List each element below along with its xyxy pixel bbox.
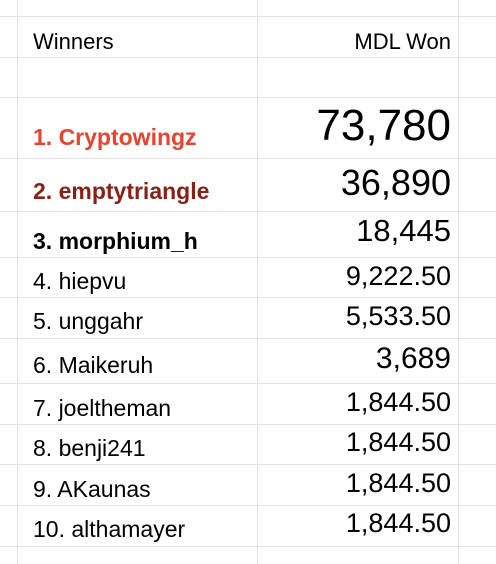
row-divider <box>0 424 496 425</box>
row-divider <box>0 546 496 547</box>
row-divider <box>0 97 496 98</box>
mdl-won-cell[interactable]: 1,844.50 <box>345 508 451 538</box>
mdl-won-cell[interactable]: 9,222.50 <box>345 261 451 291</box>
row-divider <box>0 257 496 258</box>
row-divider <box>0 297 496 298</box>
mdl-won-cell[interactable]: 36,890 <box>340 162 451 203</box>
header-winners-cell[interactable]: Winners <box>33 29 114 54</box>
row-divider <box>0 505 496 506</box>
winner-name-cell[interactable]: 5. unggahr <box>33 308 143 334</box>
row-divider <box>0 158 496 159</box>
mdl-won-cell[interactable]: 1,844.50 <box>345 427 451 457</box>
row-divider <box>0 383 496 384</box>
header-mdl-won-cell[interactable]: MDL Won <box>354 29 451 54</box>
winner-name-cell[interactable]: 9. AKaunas <box>33 476 151 502</box>
column-divider <box>17 0 18 564</box>
mdl-won-cell[interactable]: 5,533.50 <box>345 301 451 331</box>
winner-name-cell[interactable]: 1. Cryptowingz <box>33 124 197 150</box>
row-divider <box>0 211 496 212</box>
mdl-won-cell[interactable]: 73,780 <box>316 101 451 150</box>
winner-name-cell[interactable]: 2. emptytriangle <box>33 178 210 204</box>
column-divider <box>257 0 258 564</box>
winner-name-cell[interactable]: 3. morphium_h <box>33 228 198 254</box>
winner-name-cell[interactable]: 10. althamayer <box>33 516 186 542</box>
winner-name-cell[interactable]: 8. benji241 <box>33 435 146 461</box>
winner-name-cell[interactable]: 7. joeltheman <box>33 395 172 421</box>
row-divider <box>0 16 496 17</box>
row-divider <box>0 338 496 339</box>
winner-name-cell[interactable]: 4. hiepvu <box>33 268 127 294</box>
winner-name-cell[interactable]: 6. Maikeruh <box>33 352 154 378</box>
mdl-won-cell[interactable]: 18,445 <box>356 213 451 248</box>
mdl-won-cell[interactable]: 3,689 <box>375 342 451 375</box>
mdl-won-cell[interactable]: 1,844.50 <box>345 387 451 417</box>
row-divider <box>0 57 496 58</box>
column-divider <box>458 0 459 564</box>
mdl-won-cell[interactable]: 1,844.50 <box>345 468 451 498</box>
row-divider <box>0 464 496 465</box>
